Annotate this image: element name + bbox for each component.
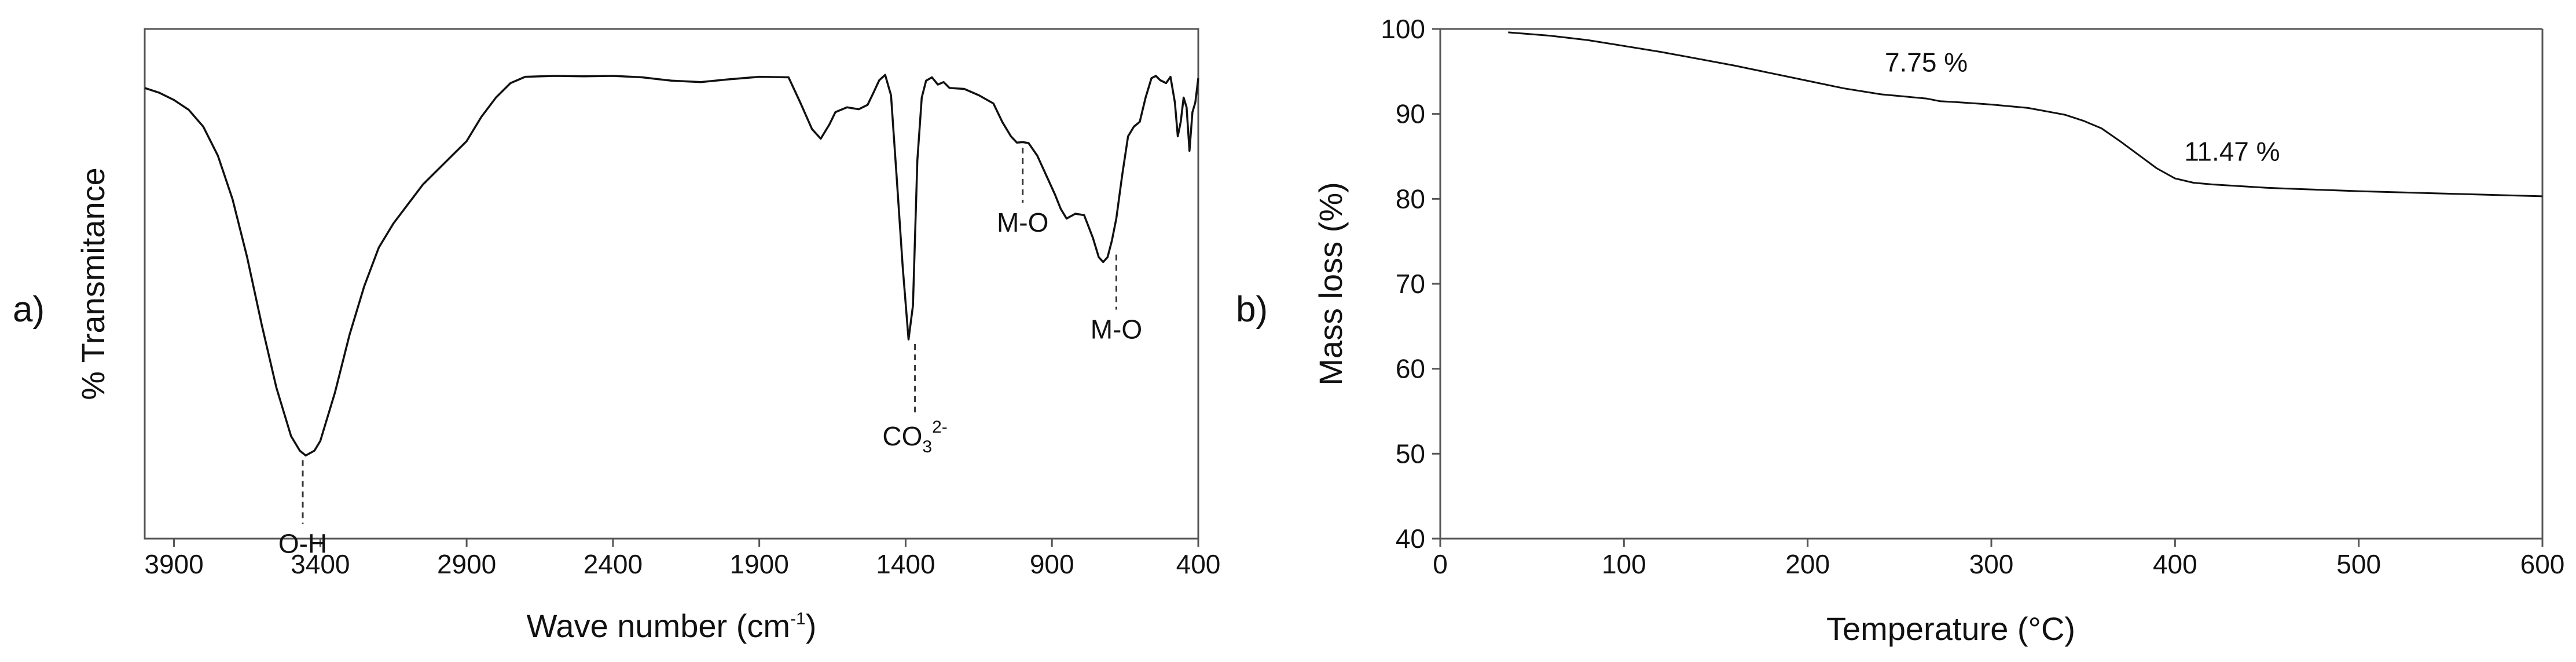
tga-y-tick-label: 60 [1396, 354, 1425, 384]
ftir-annotation-label: O-H [278, 528, 327, 558]
tga-x-axis-title: Temperature (°C) [1826, 610, 2075, 647]
ftir-x-ticks: 3900 3400 2900 2400 1900 1400 900 400 [144, 539, 1220, 579]
ftir-annotations: O-H CO32- M-O M-O [278, 148, 1142, 558]
ftir-annotation-superscript: 2- [932, 418, 948, 437]
ftir-x-tick-label: 2400 [584, 549, 643, 579]
ftir-x-axis-title-sup: -1 [790, 609, 806, 628]
ftir-y-axis-title: % Transmitance [75, 167, 111, 400]
tga-annotation-label: 7.75 % [1885, 47, 1968, 77]
ftir-annotation-text: CO [882, 421, 922, 451]
ftir-x-tick-label: 1900 [729, 549, 788, 579]
ftir-x-tick-label: 3400 [291, 549, 350, 579]
ftir-series-line [144, 74, 1199, 457]
tga-y-tick-label: 100 [1381, 14, 1425, 44]
ftir-annotation-label: CO32- [882, 418, 947, 456]
ftir-plot-frame [144, 28, 1199, 540]
ftir-x-tick-label: 400 [1176, 549, 1221, 579]
ftir-x-tick-label: 2900 [437, 549, 496, 579]
ftir-x-tick-label: 1400 [876, 549, 935, 579]
tga-x-tick-label: 0 [1433, 549, 1448, 579]
tga-chart: b) Mass loss (%) Temperature (°C) 40 50 60… [1236, 14, 2564, 647]
tga-x-tick-label: 600 [2520, 549, 2565, 579]
tga-y-tick-label: 70 [1396, 269, 1425, 299]
ftir-x-axis-title: Wave number (cm-1) [527, 608, 817, 644]
ftir-x-axis-title-text: Wave number (cm [527, 608, 790, 644]
tga-x-tick-label: 300 [1969, 549, 2014, 579]
tga-y-tick-label: 40 [1396, 524, 1425, 554]
ftir-chart: a) % Transmitance Wave number (cm-1) 390… [13, 28, 1220, 644]
ftir-x-tick-label: 3900 [144, 549, 203, 579]
tga-y-tick-label: 50 [1396, 438, 1425, 469]
tga-x-tick-label: 400 [2153, 549, 2197, 579]
ftir-x-tick-label: 900 [1030, 549, 1074, 579]
tga-y-tick-label: 90 [1396, 99, 1425, 129]
ftir-annotation-text: O-H [278, 528, 327, 558]
tga-annotations: 7.75 % 11.47 % [1885, 47, 2280, 166]
tga-panel-label: b) [1236, 290, 1268, 330]
tga-series-line [1508, 31, 2543, 197]
ftir-annotation-text: M-O [1091, 314, 1142, 345]
tga-x-tick-label: 100 [1602, 549, 1646, 579]
tga-x-tick-label: 500 [2336, 549, 2381, 579]
ftir-annotation-label: M-O [997, 207, 1048, 237]
ftir-panel-label: a) [13, 290, 45, 330]
tga-x-tick-label: 200 [1785, 549, 1830, 579]
ftir-x-axis-title-suffix: ) [806, 608, 817, 644]
ftir-annotation-subscript: 3 [922, 437, 932, 456]
tga-y-tick-label: 80 [1396, 184, 1425, 214]
tga-axes: 40 50 60 70 80 90 100 0 100 200 300 400 500 600 [1381, 14, 2564, 579]
ftir-annotation-text: M-O [997, 207, 1048, 237]
tga-annotation-label: 11.47 % [2184, 136, 2280, 166]
tga-y-axis-title: Mass loss (%) [1312, 182, 1349, 386]
ftir-annotation-label: M-O [1091, 314, 1142, 345]
